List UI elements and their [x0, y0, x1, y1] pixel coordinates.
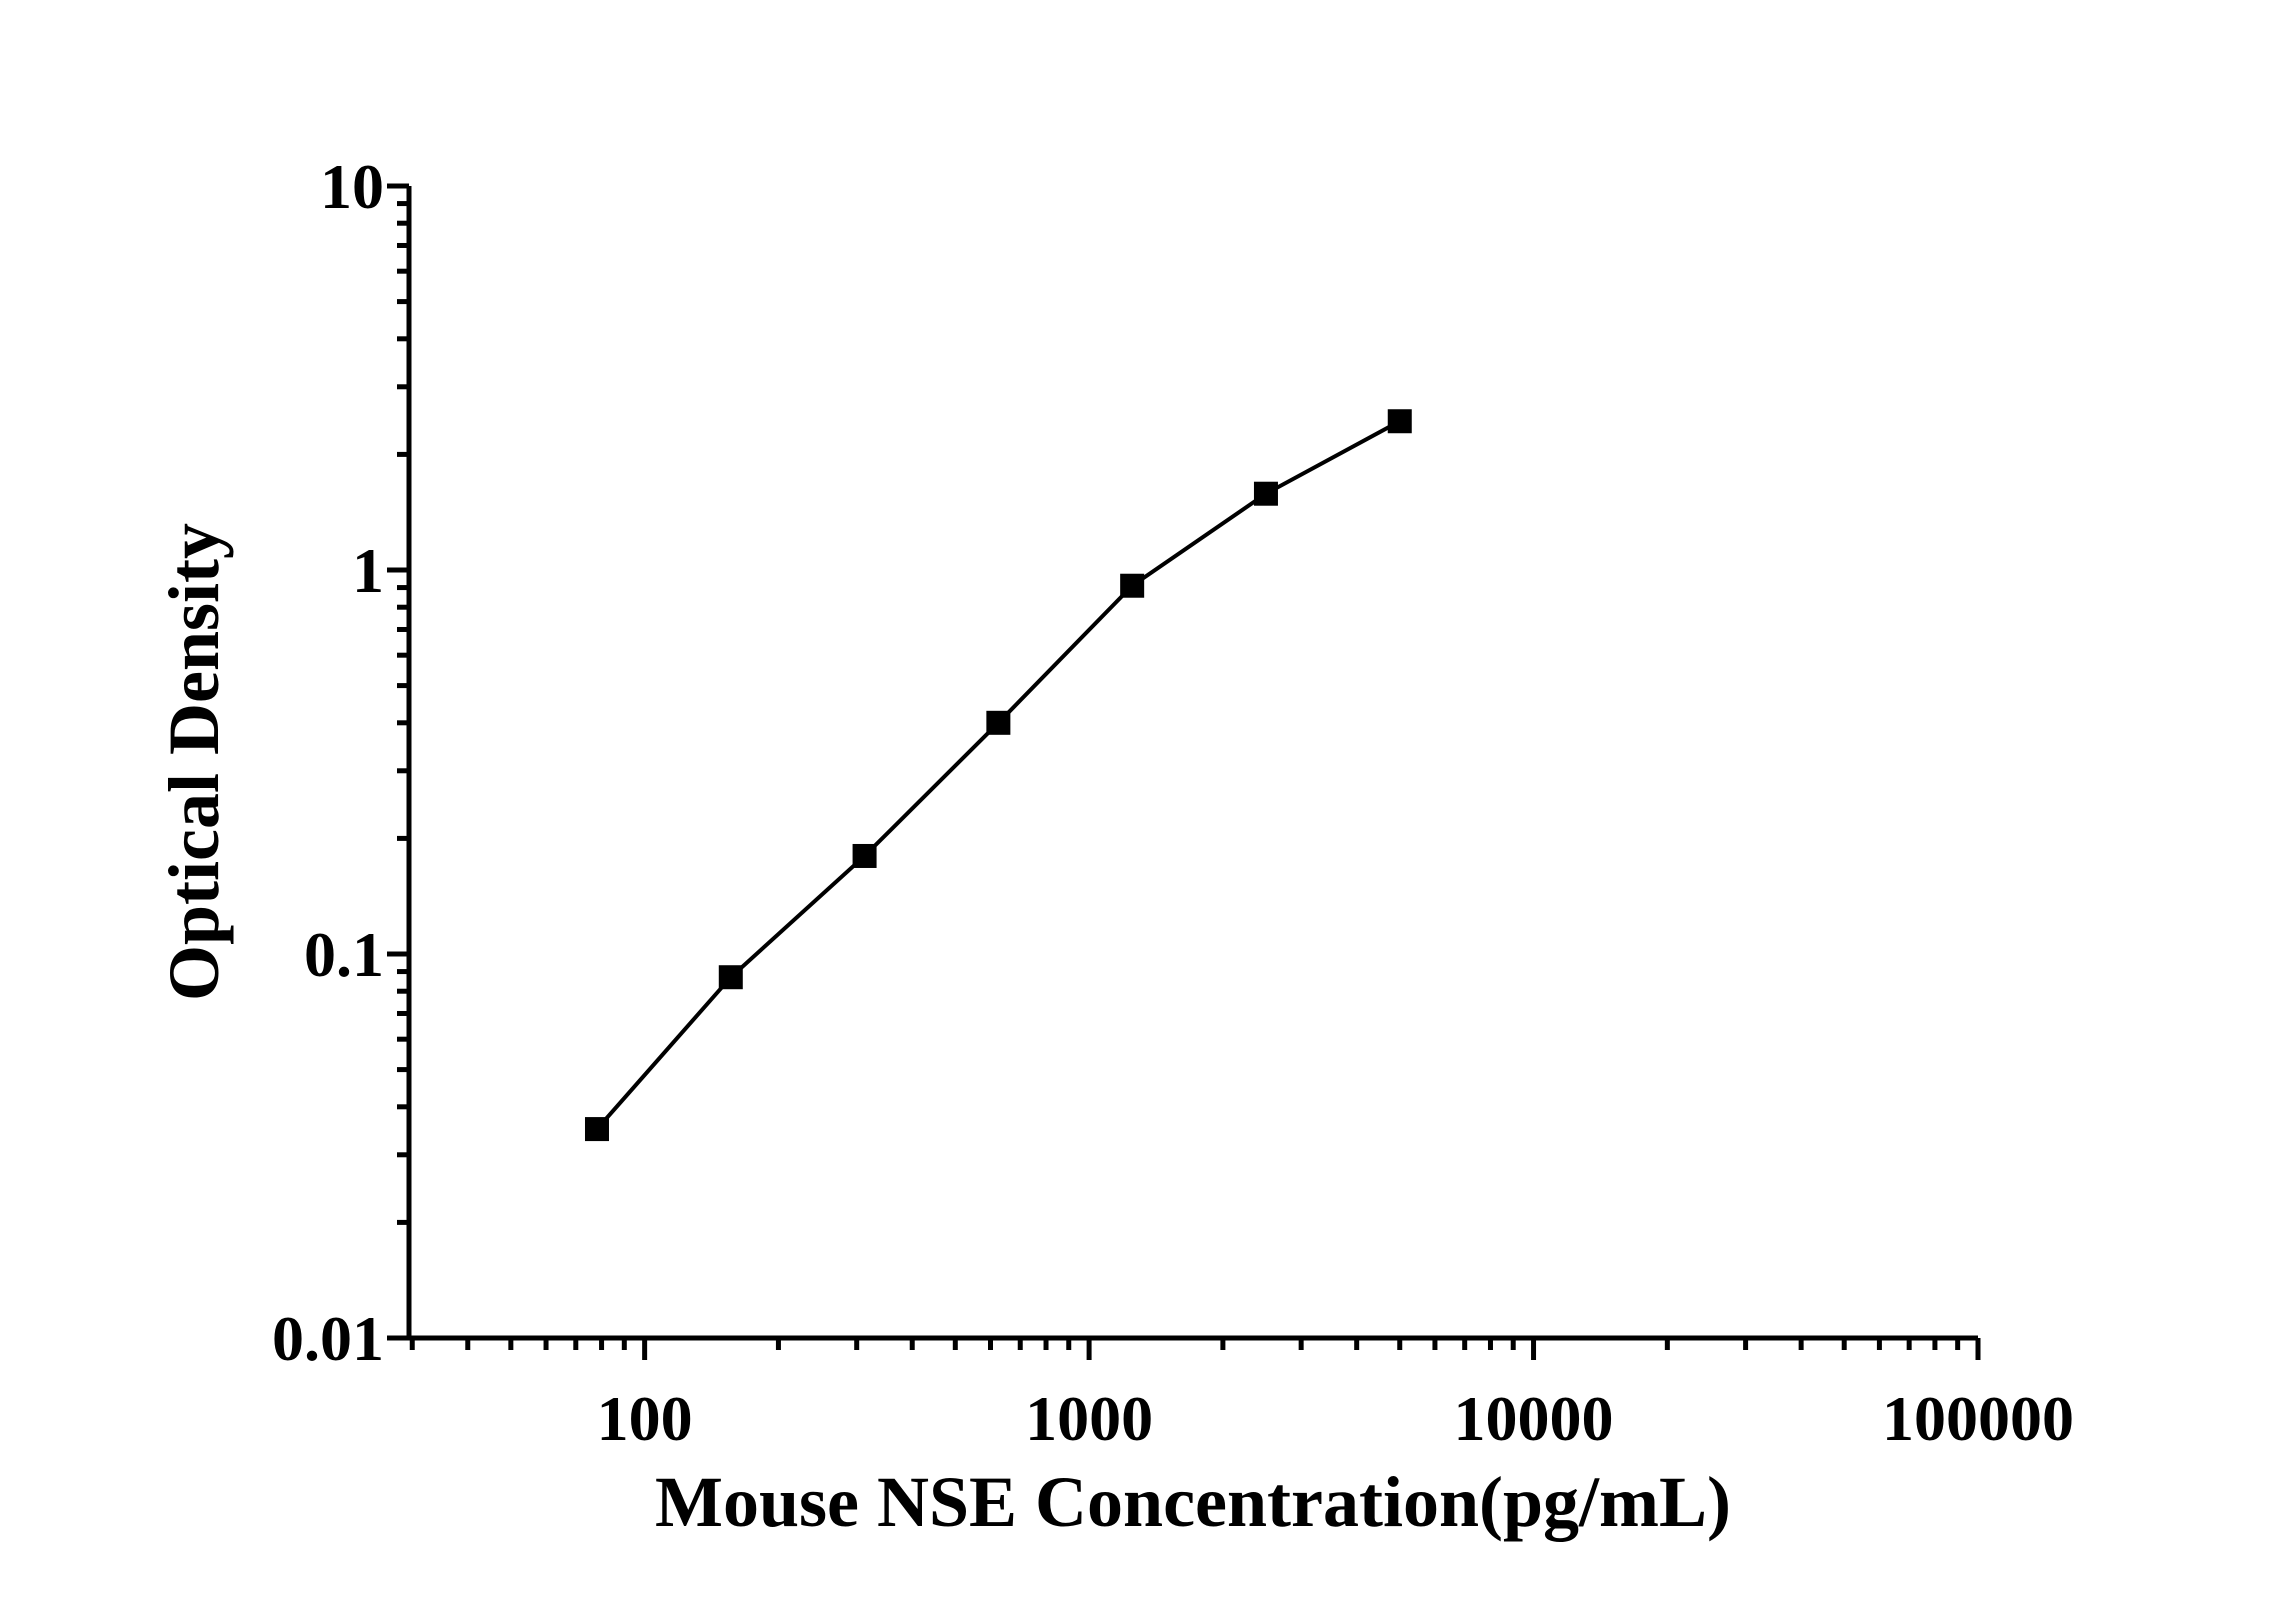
data-point-marker: [718, 965, 743, 990]
axis-tick-labels: 100 1000 10000 100000 0.01 0.1 1 10: [272, 151, 2074, 1454]
data-point-marker: [1387, 409, 1412, 434]
data-point-marker: [584, 1117, 609, 1142]
x-tick-label: 1000: [1025, 1383, 1153, 1454]
y-tick-label: 0.01: [272, 1303, 384, 1374]
series-line: [595, 419, 1401, 1131]
x-tick-label: 10000: [1454, 1383, 1614, 1454]
y-axis-title: Optical Density: [154, 523, 234, 1001]
y-tick-label: 0.1: [304, 919, 384, 990]
y-tick-label: 1: [352, 535, 384, 606]
axes: [406, 186, 1978, 1341]
y-tick-label: 10: [320, 151, 384, 222]
data-point-marker: [1120, 573, 1145, 598]
data-point-marker: [1253, 481, 1278, 506]
data-point-marker: [852, 843, 877, 868]
axis-ticks: [387, 183, 1981, 1360]
data-point-marker: [986, 710, 1011, 735]
x-tick-label: 100: [597, 1383, 693, 1454]
series-layer: [584, 409, 1412, 1142]
x-tick-label: 100000: [1882, 1383, 2074, 1454]
x-axis-title: Mouse NSE Concentration(pg/mL): [655, 1462, 1731, 1542]
